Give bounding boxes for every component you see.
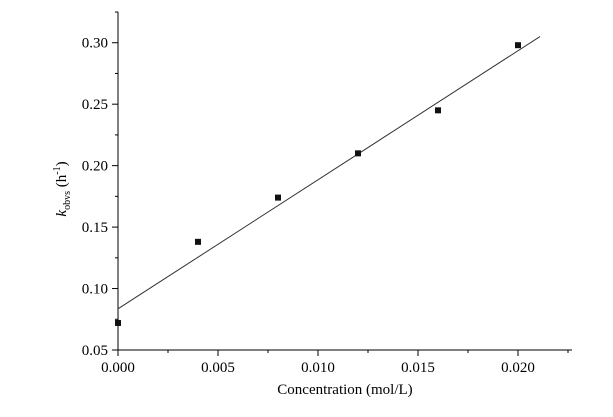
linear-fit-line	[117, 36, 541, 310]
y-axis-label-unit-sup: -1	[52, 166, 63, 174]
data-points	[115, 42, 521, 326]
y-tick-label: 0.05	[82, 343, 108, 359]
x-tick-label: 0.015	[401, 360, 435, 376]
x-tick-label: 0.020	[501, 360, 535, 376]
x-axis-label: Concentration (mol/L)	[277, 382, 412, 398]
y-tick-label: 0.10	[82, 282, 108, 298]
data-point	[275, 194, 281, 201]
x-axis-ticks: 0.000 0.005 0.010 0.015 0.020	[101, 350, 569, 376]
y-tick-label: 0.25	[82, 97, 108, 113]
y-tick-label: 0.20	[82, 159, 108, 175]
data-point	[115, 319, 121, 326]
y-axis-ticks: 0.05 0.10 0.15 0.20 0.25 0.30	[82, 11, 118, 359]
y-axis-label-symbol: k	[54, 210, 70, 217]
y-tick-label: 0.15	[82, 220, 108, 236]
data-point	[515, 42, 521, 49]
data-point	[435, 107, 441, 114]
y-axis-label: kobvs (h-1)	[52, 161, 73, 216]
y-axis-label-unit-prefix: (h	[54, 174, 70, 191]
data-point	[195, 238, 201, 245]
y-axis-label-unit-suffix: )	[54, 161, 70, 166]
x-tick-label: 0.010	[301, 360, 335, 376]
y-axis-label-subscript: obvs	[62, 191, 73, 210]
x-tick-label: 0.000	[101, 360, 135, 376]
y-tick-label: 0.30	[82, 36, 108, 52]
data-point	[355, 150, 361, 157]
x-tick-label: 0.005	[201, 360, 235, 376]
